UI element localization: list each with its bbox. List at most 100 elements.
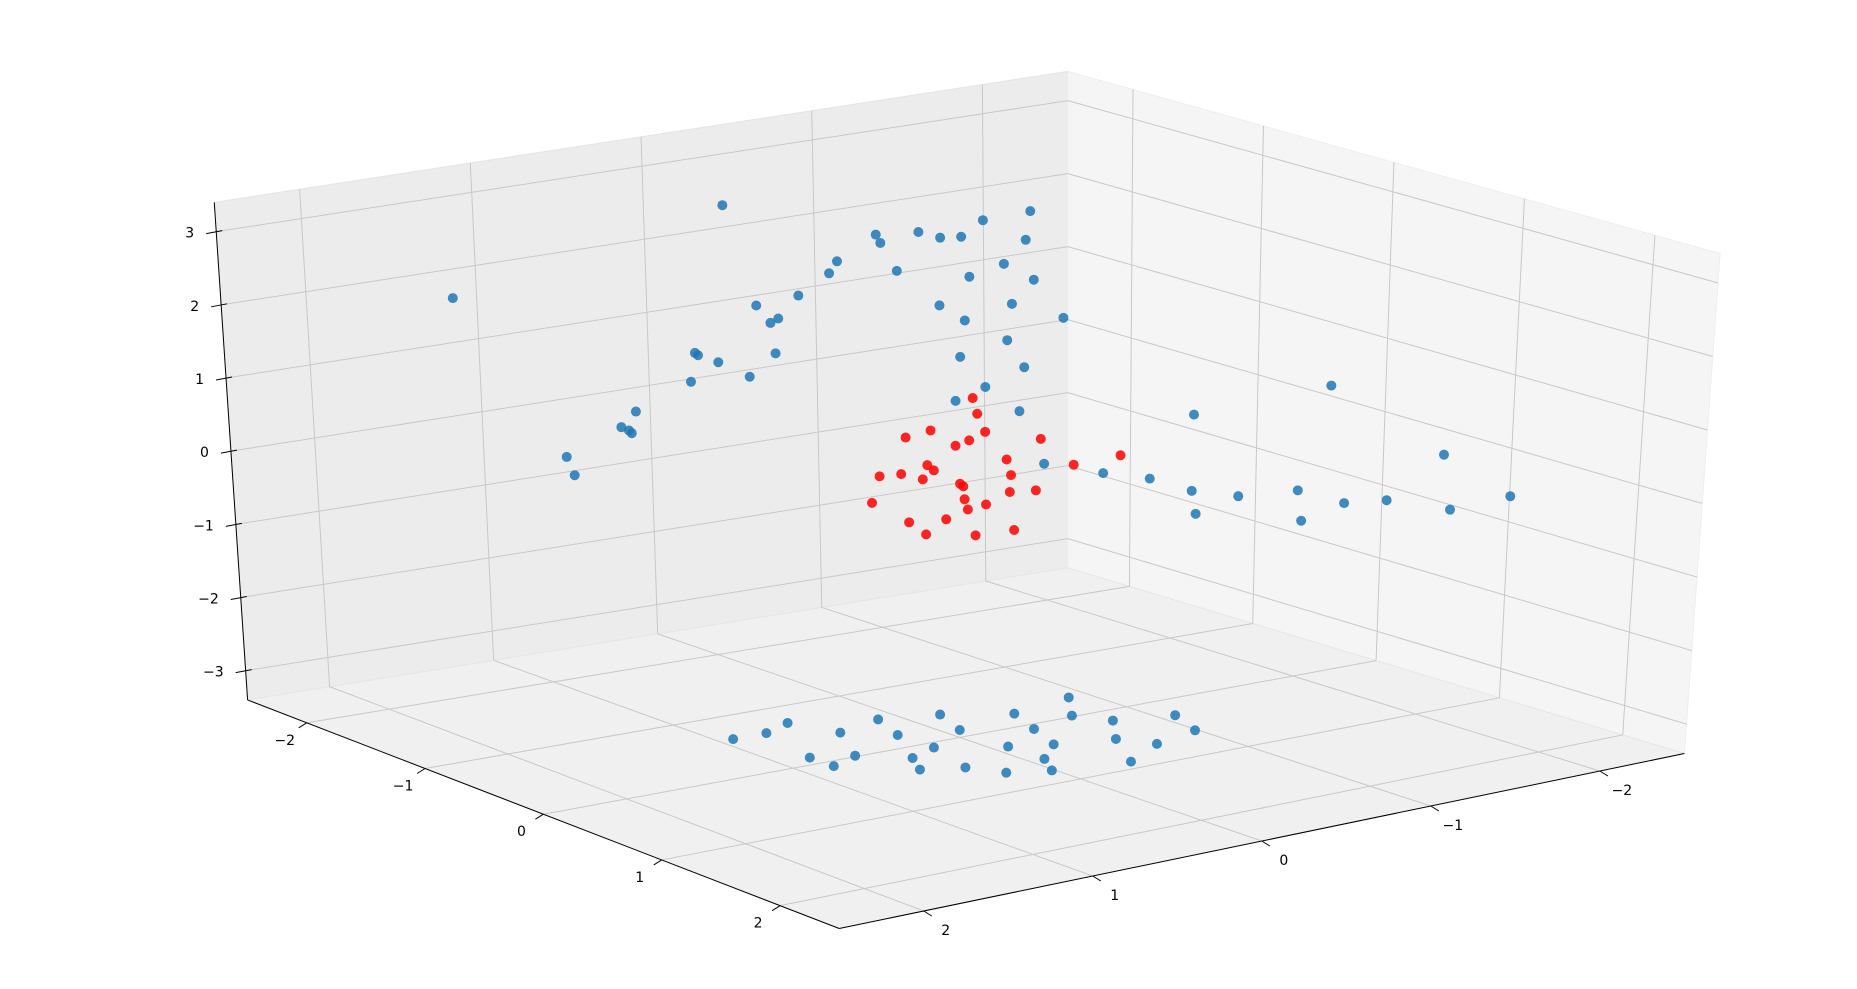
grid-line (329, 686, 924, 912)
z-tick (215, 376, 233, 381)
point (1028, 723, 1039, 734)
point (1068, 459, 1079, 470)
y-tick-label: 2 (941, 923, 950, 939)
grid-line (230, 319, 1068, 452)
point (914, 764, 925, 775)
x-tick (535, 813, 544, 820)
point (1006, 298, 1017, 309)
point (1002, 335, 1013, 346)
point (896, 469, 907, 480)
point (728, 734, 739, 745)
y-tick (923, 910, 933, 917)
point (956, 231, 967, 242)
point (630, 406, 641, 417)
grid-line (1067, 319, 1703, 505)
point (1190, 508, 1201, 519)
grid-line (221, 173, 1068, 306)
point (765, 317, 776, 328)
point (1058, 312, 1069, 323)
point (928, 742, 939, 753)
point (867, 497, 878, 508)
point (1014, 406, 1025, 417)
point (907, 752, 918, 763)
z-tick-label: 2 (190, 299, 199, 315)
point (998, 258, 1009, 269)
point (744, 371, 755, 382)
point (921, 529, 932, 540)
grid-line (657, 633, 1262, 842)
grid-line (1067, 100, 1719, 284)
grid-line (225, 246, 1068, 379)
x-tick-label: 2 (754, 916, 763, 932)
point (804, 752, 815, 763)
point (1339, 498, 1350, 509)
point (761, 728, 772, 739)
z-tick (211, 303, 228, 308)
point (980, 381, 991, 392)
grid-line (216, 100, 1068, 233)
point (1125, 756, 1136, 767)
point (904, 517, 915, 528)
point (977, 215, 988, 226)
point (835, 727, 846, 738)
x-tick (298, 722, 308, 729)
z-axis-line (213, 202, 249, 700)
z-tick (230, 596, 247, 600)
point (1186, 485, 1197, 496)
point (1233, 491, 1244, 502)
point (828, 761, 839, 772)
point (773, 313, 784, 324)
point (1066, 710, 1077, 721)
y-tick (1430, 805, 1440, 812)
z-tick (225, 522, 242, 527)
point (925, 425, 936, 436)
point (1381, 495, 1392, 506)
x-tick-label: 0 (517, 824, 526, 840)
x-axis-line (247, 699, 840, 929)
point (1009, 524, 1020, 535)
point (958, 481, 969, 492)
point (980, 426, 991, 437)
point (1107, 715, 1118, 726)
point (1039, 753, 1050, 764)
point (900, 432, 911, 443)
point (1098, 468, 1109, 479)
grid-line (1067, 538, 1687, 725)
point (891, 265, 902, 276)
point (1019, 362, 1030, 373)
point (1046, 765, 1057, 776)
point (967, 393, 978, 404)
point (959, 315, 970, 326)
point (1445, 504, 1456, 515)
point (875, 237, 886, 248)
point (892, 729, 903, 740)
point (962, 504, 973, 515)
point (693, 350, 704, 361)
grid-line (245, 538, 1068, 672)
point (928, 465, 939, 476)
point (935, 232, 946, 243)
grid-line (1067, 173, 1713, 357)
point (713, 357, 724, 368)
point (1292, 485, 1303, 496)
point (782, 717, 793, 728)
y-tick (1261, 840, 1271, 847)
z-tick (206, 230, 223, 235)
point (959, 494, 970, 505)
point (941, 514, 952, 525)
x-tick-label: −1 (393, 779, 414, 795)
point (913, 226, 924, 237)
y-tick-label: −1 (1443, 818, 1464, 834)
point (1003, 741, 1014, 752)
point (874, 471, 885, 482)
grid-line (1067, 392, 1698, 578)
point (1505, 491, 1516, 502)
x-tick (416, 768, 426, 774)
z-tick-label: 3 (185, 226, 194, 242)
point (793, 290, 804, 301)
point (1030, 485, 1041, 496)
point (1326, 380, 1337, 391)
y-tick (1599, 770, 1609, 777)
point (972, 408, 983, 419)
